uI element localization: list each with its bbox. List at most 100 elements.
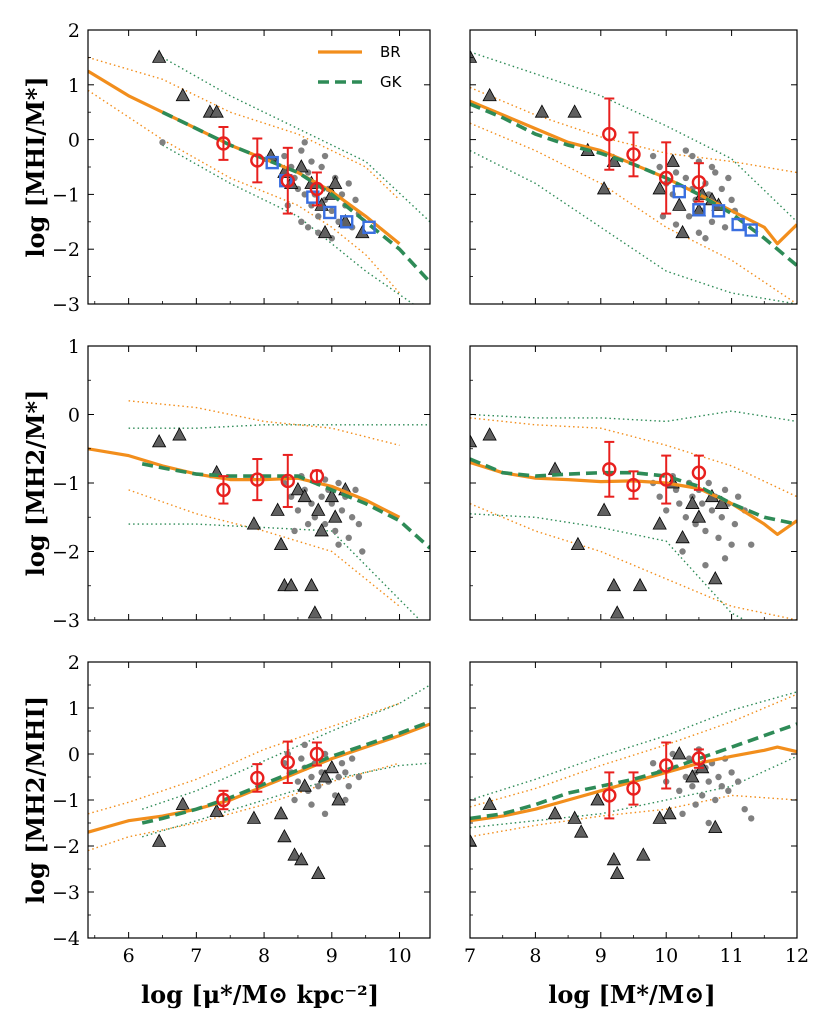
scatter-point bbox=[321, 520, 329, 528]
triangle-point bbox=[547, 805, 563, 820]
triangle-point bbox=[708, 819, 723, 833]
triangle-point bbox=[151, 434, 167, 448]
scatter-point bbox=[345, 180, 352, 187]
x-tick-label: 9 bbox=[326, 945, 338, 967]
scatter-point bbox=[708, 507, 716, 514]
plot-area bbox=[470, 49, 797, 304]
x-tick-label: 8 bbox=[258, 945, 270, 967]
triangle-point bbox=[470, 49, 478, 63]
circle-errorbar bbox=[691, 162, 707, 203]
x-axis-label-mu: log [μ*/M⊙ kpc⁻²] bbox=[141, 980, 379, 1009]
circle-point bbox=[250, 153, 265, 168]
y-tick-label: 1 bbox=[68, 698, 80, 720]
triangle-point bbox=[270, 502, 285, 516]
triangle-point bbox=[307, 605, 323, 619]
y-tick-label: −2 bbox=[52, 542, 80, 564]
scatter-point bbox=[352, 196, 359, 204]
triangle-point bbox=[246, 516, 262, 530]
triangle-point bbox=[567, 104, 582, 118]
gk-envelope-line bbox=[470, 410, 797, 423]
scatter-point bbox=[725, 787, 732, 794]
triangle-point bbox=[314, 523, 329, 537]
scatter-point bbox=[301, 139, 308, 146]
scatter-point bbox=[159, 139, 166, 146]
scatter-point bbox=[291, 527, 298, 535]
scatter-point bbox=[335, 773, 342, 781]
legend-label-br: BR bbox=[380, 43, 401, 61]
scatter-point bbox=[689, 152, 696, 160]
circle-errorbar bbox=[659, 141, 674, 215]
scatter-point bbox=[702, 527, 709, 535]
circle-point bbox=[691, 465, 707, 480]
triangle-point bbox=[675, 529, 690, 544]
triangle-point bbox=[708, 571, 723, 585]
x-axis-label-mstar: log [M*/M⊙] bbox=[548, 980, 716, 1009]
triangle-point bbox=[317, 224, 333, 239]
square-point bbox=[731, 217, 745, 232]
scatter-point bbox=[335, 541, 342, 548]
br-envelope-line bbox=[88, 56, 400, 201]
scatter-point bbox=[304, 520, 312, 528]
circle-errorbar bbox=[602, 771, 617, 820]
legend: BR GK bbox=[318, 43, 403, 91]
gk-envelope-line bbox=[162, 144, 414, 304]
scatter-point bbox=[328, 207, 336, 215]
x-tick-label: 7 bbox=[464, 945, 476, 967]
y-axis-label-row3: log [MH2/MHI] bbox=[21, 696, 50, 904]
triangle-point bbox=[482, 796, 497, 810]
circle-point bbox=[602, 126, 617, 142]
circle-errorbar bbox=[626, 470, 641, 500]
triangle-point bbox=[606, 851, 622, 866]
triangle-point bbox=[311, 502, 326, 516]
scatter-point bbox=[352, 486, 359, 494]
scatter-point bbox=[734, 778, 742, 785]
triangle-point bbox=[470, 833, 478, 847]
plot-area bbox=[88, 49, 430, 304]
triangle-point bbox=[691, 509, 707, 523]
br-envelope-line bbox=[470, 794, 797, 838]
triangle-point bbox=[304, 577, 319, 592]
circle-errorbar bbox=[602, 440, 617, 498]
triangle-point bbox=[672, 746, 687, 760]
br-envelope-line bbox=[470, 122, 797, 304]
panel-h2-vs-mu: 1 0 −1 −2 −3 bbox=[52, 336, 431, 632]
scatter-point bbox=[705, 479, 712, 487]
circle-errorbar bbox=[309, 171, 325, 207]
circle-errorbar bbox=[280, 740, 295, 784]
scatter-point bbox=[663, 507, 670, 514]
circle-point bbox=[626, 147, 641, 162]
circle-point bbox=[250, 770, 265, 786]
square-point bbox=[340, 215, 354, 229]
circle-errorbar bbox=[691, 454, 707, 491]
triangle-point bbox=[328, 509, 343, 523]
gk-model-line bbox=[141, 720, 430, 825]
triangle-point bbox=[609, 605, 625, 619]
triangle-point bbox=[246, 810, 262, 824]
gk-envelope-line bbox=[470, 149, 797, 304]
scatter-point bbox=[748, 541, 755, 548]
scatter-point bbox=[712, 796, 719, 804]
br-model-line bbox=[88, 722, 430, 834]
y-tick-label: −4 bbox=[52, 928, 80, 950]
triangle-point bbox=[151, 833, 167, 847]
triangle-point bbox=[596, 181, 612, 195]
scatter-point bbox=[649, 152, 657, 160]
y-tick-label: 0 bbox=[68, 744, 80, 766]
circle-errorbar bbox=[309, 741, 325, 767]
circle-point bbox=[280, 173, 295, 188]
br-envelope-line bbox=[128, 400, 400, 446]
square-point bbox=[323, 205, 337, 220]
scatter-point bbox=[355, 773, 363, 781]
y-tick-label: −1 bbox=[52, 184, 80, 206]
gk-envelope-line bbox=[470, 51, 797, 223]
gk-envelope-line bbox=[128, 424, 430, 429]
y-tick-label: −3 bbox=[52, 294, 80, 316]
triangle-point bbox=[287, 847, 302, 861]
y-tick-label: 0 bbox=[68, 130, 80, 152]
triangle-point bbox=[652, 516, 667, 530]
square-point bbox=[265, 155, 279, 170]
panel-hi-vs-mstar bbox=[469, 29, 798, 305]
scatter-point bbox=[725, 174, 732, 182]
